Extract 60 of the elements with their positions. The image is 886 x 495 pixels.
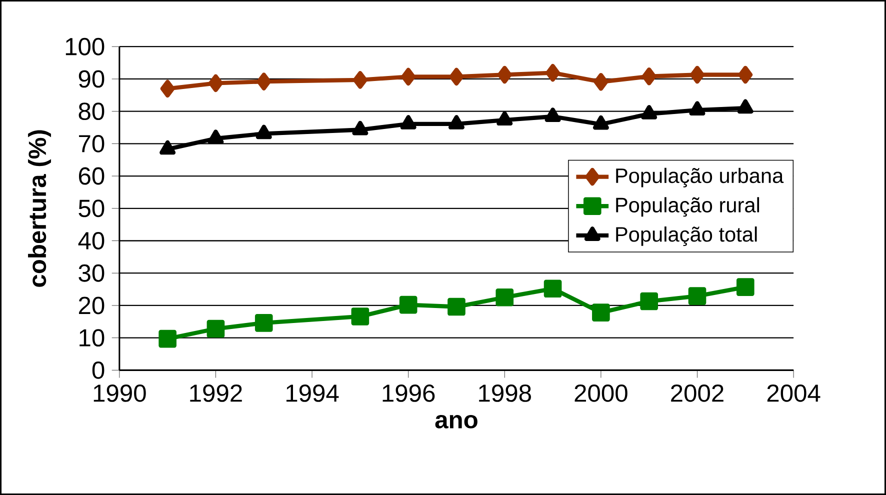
- point: [737, 99, 754, 114]
- y-axis-title: cobertura (%): [28, 130, 52, 287]
- point: [206, 320, 225, 338]
- point: [160, 80, 175, 98]
- point: [208, 130, 224, 144]
- point: [256, 124, 272, 140]
- point: [738, 66, 753, 84]
- point: [256, 72, 272, 90]
- point: [399, 296, 418, 314]
- x-tick-label: 2002: [671, 384, 724, 402]
- point: [544, 108, 561, 122]
- y-tick-label: 70: [79, 134, 104, 152]
- point: [254, 314, 273, 332]
- point: [400, 115, 416, 130]
- point: [690, 66, 704, 84]
- point: [401, 68, 416, 86]
- x-tick-label: 1992: [190, 384, 242, 402]
- point: [641, 105, 658, 120]
- x-axis-title: ano: [435, 414, 478, 428]
- point: [496, 111, 513, 126]
- point: [594, 72, 608, 91]
- y-tick-label: 50: [78, 200, 104, 218]
- point: [158, 330, 176, 348]
- x-tick-label: 1998: [479, 384, 531, 402]
- y-tick-label: 30: [78, 264, 104, 282]
- y-tick-label: 10: [80, 329, 104, 347]
- y-tick-label: 90: [78, 70, 104, 88]
- legend-label: População urbana: [616, 168, 784, 188]
- point: [640, 292, 658, 310]
- point: [352, 120, 368, 136]
- point: [544, 280, 562, 298]
- x-tick-label: 2000: [574, 384, 628, 402]
- y-tick-label: 20: [78, 296, 104, 314]
- x-tick-label: 2004: [767, 384, 820, 402]
- legend-label: População rural: [616, 197, 760, 217]
- x-tick-label: 1990: [94, 384, 146, 402]
- point: [160, 140, 176, 155]
- point: [351, 308, 370, 326]
- y-tick-label: 60: [78, 167, 104, 185]
- point: [448, 298, 466, 316]
- point: [688, 287, 706, 305]
- point: [448, 115, 464, 130]
- point: [497, 66, 512, 84]
- point: [592, 304, 610, 322]
- point: [546, 64, 560, 82]
- point: [352, 71, 368, 89]
- y-tick-label: 100: [66, 38, 104, 56]
- legend-label: População total: [616, 226, 757, 246]
- y-tick-label: 0: [92, 361, 104, 379]
- y-tick-label: 80: [78, 102, 104, 120]
- point: [689, 101, 706, 116]
- x-tick-label: 1994: [286, 384, 339, 402]
- x-tick-label: 1996: [382, 384, 435, 402]
- point: [736, 278, 754, 296]
- point: [592, 115, 609, 130]
- y-tick-label: 40: [78, 232, 104, 250]
- point: [496, 288, 514, 306]
- point: [449, 68, 464, 86]
- point: [208, 74, 223, 92]
- point: [642, 67, 656, 86]
